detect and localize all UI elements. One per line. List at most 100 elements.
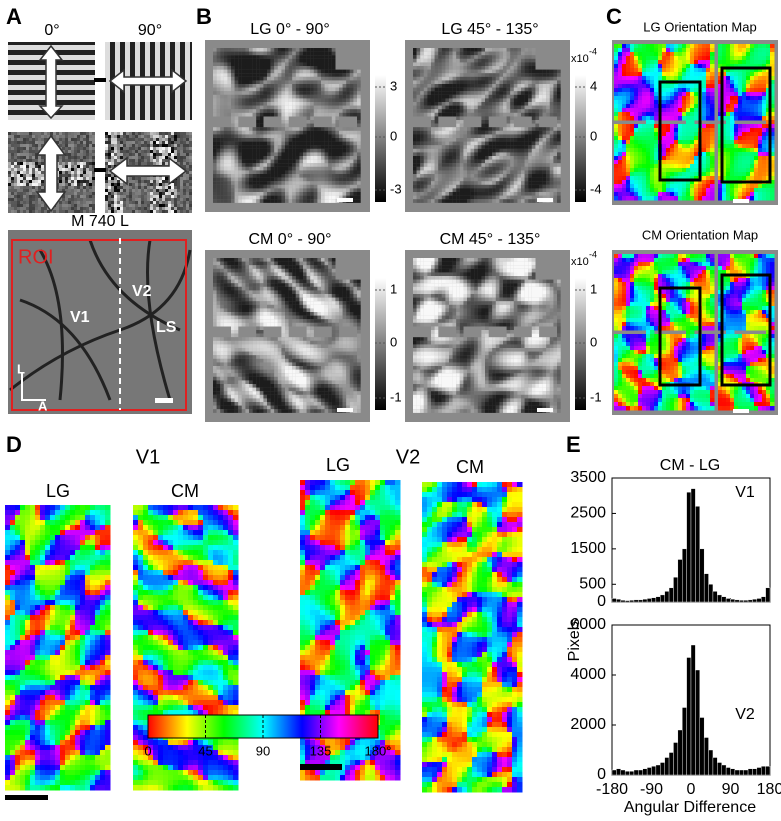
map-pixel (441, 195, 446, 200)
noise-pixel (117, 192, 120, 195)
map-pixel (313, 195, 318, 200)
map-pixel (349, 174, 354, 178)
map-pixel (324, 156, 329, 160)
map-pixel (531, 123, 536, 128)
map-pixel (492, 141, 496, 146)
map-pixel (303, 76, 307, 81)
map-pixel (277, 181, 282, 185)
map-pixel (416, 199, 421, 203)
map-pixel (231, 184, 235, 189)
map-pixel (423, 48, 428, 52)
map-pixel (216, 55, 221, 59)
map-pixel (423, 80, 428, 85)
noise-pixel (108, 195, 111, 198)
noise-pixel (183, 162, 186, 165)
map-pixel (531, 195, 536, 200)
map-pixel (553, 87, 558, 92)
map-pixel (249, 184, 253, 189)
map-pixel (353, 109, 358, 113)
noise-pixel (89, 144, 92, 147)
map-pixel (539, 105, 543, 110)
map-pixel (499, 148, 504, 153)
noise-pixel (74, 162, 77, 165)
map-pixel (220, 387, 224, 392)
noise-pixel (68, 192, 71, 195)
map-pixel (310, 181, 314, 185)
map-pixel (492, 177, 496, 182)
map-pixel (231, 116, 235, 121)
map-pixel (267, 55, 271, 59)
map-pixel (449, 109, 453, 113)
noise-pixel (20, 150, 23, 153)
map-pixel (267, 177, 271, 182)
map-pixel (259, 145, 264, 149)
map-pixel (535, 91, 540, 95)
map-pixel (524, 66, 529, 70)
map-pixel (231, 48, 235, 52)
map-pixel (456, 62, 460, 67)
noise-pixel (135, 183, 138, 186)
map-pixel (557, 98, 561, 103)
map-pixel (528, 134, 532, 139)
noise-pixel (89, 156, 92, 159)
map-pixel (285, 123, 289, 128)
map-pixel (357, 98, 361, 103)
noise-pixel (189, 171, 192, 174)
map-pixel (477, 91, 482, 95)
map-pixel (342, 87, 347, 92)
map-pixel (216, 301, 221, 305)
noise-pixel (89, 198, 92, 201)
noise-pixel (74, 165, 77, 168)
map-pixel (249, 55, 253, 59)
map-pixel (249, 91, 253, 95)
map-pixel (317, 130, 322, 135)
map-pixel (539, 159, 543, 164)
map-pixel (470, 105, 475, 110)
map-pixel (216, 322, 221, 327)
map-pixel (277, 76, 282, 81)
noise-pixel (180, 195, 183, 198)
map-pixel (521, 145, 525, 149)
noise-pixel (159, 150, 162, 153)
noise-pixel (132, 159, 135, 162)
noise-pixel (117, 135, 120, 138)
map-pixel (531, 91, 536, 95)
noise-pixel (123, 147, 126, 150)
map-pixel (513, 145, 518, 149)
noise-pixel (83, 192, 86, 195)
map-pixel (349, 148, 354, 153)
map-pixel (492, 159, 496, 164)
map-pixel (227, 181, 232, 185)
map-pixel (499, 174, 504, 178)
map-pixel (510, 170, 514, 175)
noise-pixel (135, 192, 138, 195)
map-pixel (474, 91, 478, 95)
noise-pixel (183, 198, 186, 201)
noise-pixel (8, 144, 11, 147)
map-pixel (413, 152, 417, 157)
map-pixel (353, 87, 358, 92)
noise-pixel (156, 138, 159, 141)
map-pixel (220, 184, 224, 189)
map-pixel (353, 138, 358, 142)
noise-pixel (114, 189, 117, 192)
map-pixel (528, 80, 532, 85)
noise-pixel (92, 138, 95, 141)
noise-pixel (183, 132, 186, 135)
noise-pixel (138, 201, 141, 204)
noise-pixel (56, 138, 59, 141)
map-pixel (274, 48, 278, 52)
map-pixel (416, 138, 421, 142)
map-pixel (553, 73, 558, 77)
map-pixel (445, 188, 450, 193)
noise-pixel (180, 150, 183, 153)
map-pixel (434, 170, 439, 175)
map-pixel (549, 195, 554, 200)
map-pixel (241, 130, 246, 135)
map-pixel (281, 91, 286, 95)
map-pixel (252, 188, 257, 193)
noise-pixel (41, 165, 44, 168)
map-pixel (438, 58, 442, 63)
map-pixel (499, 51, 504, 56)
map-pixel (524, 152, 529, 157)
